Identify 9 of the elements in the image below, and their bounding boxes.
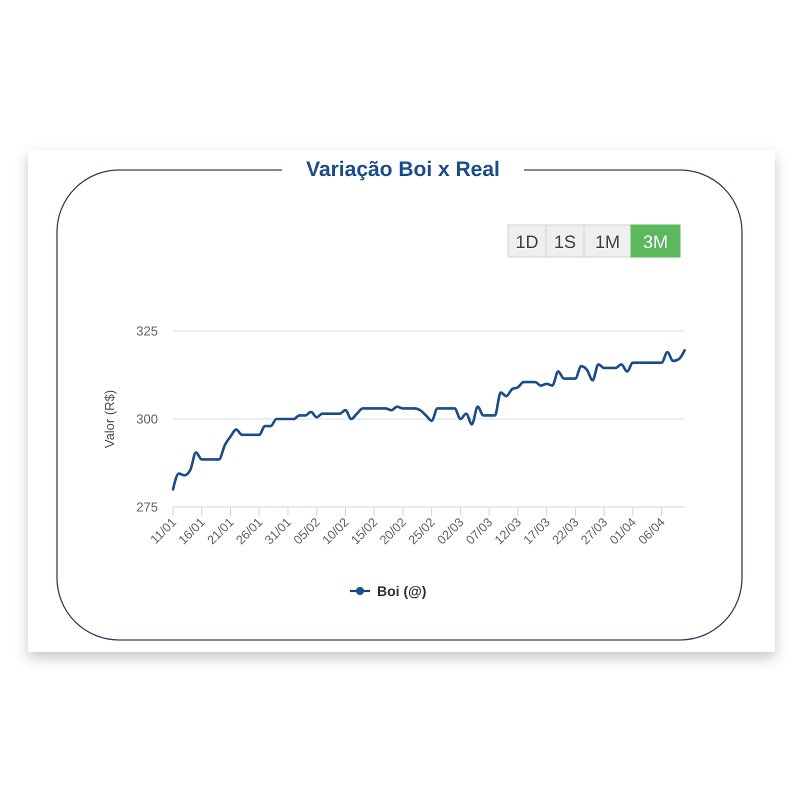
chart-title: Variação Boi x Real: [306, 158, 500, 181]
range-button[interactable]: 1S: [546, 224, 584, 258]
y-tick-label: 300: [136, 412, 158, 426]
range-button[interactable]: 1D: [508, 224, 546, 258]
range-button[interactable]: 1M: [584, 224, 632, 258]
y-axis-title: Valor (R$): [102, 390, 117, 448]
y-tick-label: 275: [136, 500, 158, 514]
y-tick-label: 325: [136, 324, 158, 338]
legend-label: Boi (@): [377, 583, 426, 599]
